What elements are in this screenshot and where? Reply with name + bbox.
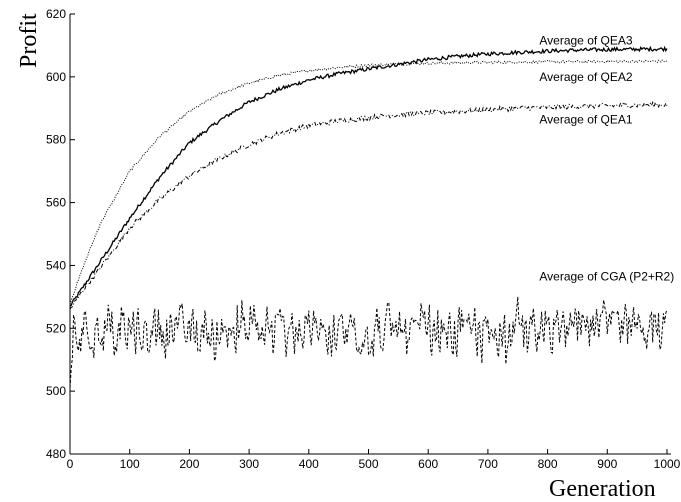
y-tick-label: 560: [46, 196, 66, 210]
series-label-4: Average of CGA (P2+R2): [539, 269, 674, 283]
series-label-2: Average of QEA2: [539, 70, 632, 84]
x-tick-label: 1000: [654, 457, 681, 471]
x-tick-label: 200: [179, 457, 199, 471]
axis-ticks: 0 100 200 300 400 500 600 700 800 900 1000 480 500 52…: [46, 7, 681, 471]
y-tick-label: 540: [46, 258, 66, 272]
x-tick-label: 900: [597, 457, 617, 471]
series-line-4: [69, 296, 668, 389]
x-tick-label: 700: [478, 457, 498, 471]
series-line-1: [69, 45, 668, 307]
y-tick-label: 500: [46, 384, 66, 398]
y-tick-label: 600: [46, 70, 66, 84]
x-axis-title: Generation: [549, 476, 656, 502]
x-tick-label: 500: [358, 457, 378, 471]
x-tick-label: 600: [418, 457, 438, 471]
x-tick-label: 300: [239, 457, 259, 471]
series-label-3: Average of QEA1: [539, 112, 632, 126]
y-tick-label: 580: [46, 133, 66, 147]
series-group: [69, 45, 668, 389]
y-tick-label: 480: [46, 447, 66, 461]
series-labels: Average of QEA3 Average of QEA2 Average of…: [539, 34, 674, 284]
x-tick-label: 100: [120, 457, 140, 471]
series-line-3: [69, 100, 668, 310]
y-tick-label: 620: [46, 7, 66, 21]
x-tick-label: 800: [538, 457, 558, 471]
y-axis-title: Profit: [16, 13, 42, 68]
y-tick-label: 520: [46, 321, 66, 335]
series-line-2: [69, 59, 668, 305]
x-tick-label: 400: [299, 457, 319, 471]
x-tick-label: 0: [67, 457, 74, 471]
series-label-1: Average of QEA3: [539, 34, 632, 48]
